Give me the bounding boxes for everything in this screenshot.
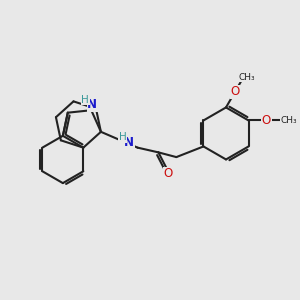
Text: N: N (124, 136, 134, 149)
Text: O: O (262, 114, 271, 127)
Text: H: H (81, 95, 89, 105)
Text: O: O (230, 85, 240, 98)
Text: O: O (164, 167, 173, 180)
Text: H: H (118, 132, 126, 142)
Text: CH₃: CH₃ (238, 73, 255, 82)
Text: CH₃: CH₃ (281, 116, 298, 125)
Text: N: N (87, 98, 97, 111)
